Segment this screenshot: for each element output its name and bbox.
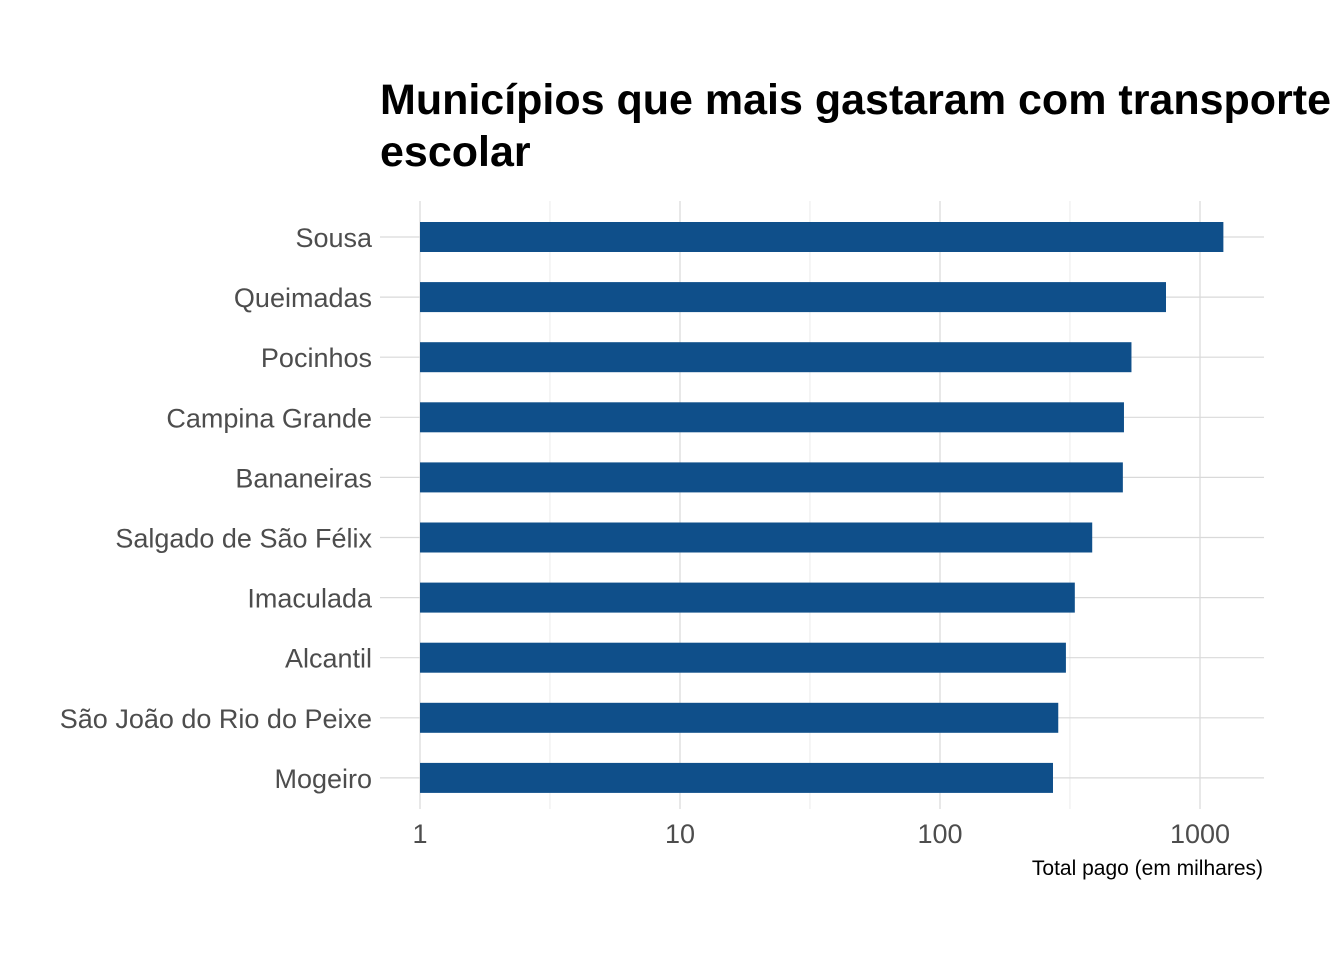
category-label: Pocinhos: [261, 343, 372, 373]
category-label: Sousa: [295, 223, 373, 253]
category-label: Bananeiras: [235, 463, 372, 493]
chart-title-line: escolar: [380, 128, 531, 176]
x-tick-label: 100: [917, 819, 962, 849]
x-tick-label: 10: [665, 819, 695, 849]
bar: [420, 222, 1223, 252]
category-label: Imaculada: [247, 584, 373, 614]
category-label: São João do Rio do Peixe: [60, 704, 372, 734]
bar: [420, 703, 1058, 733]
category-label: Mogeiro: [274, 764, 372, 794]
bar: [420, 583, 1075, 613]
x-axis-title: Total pago (em milhares): [1032, 857, 1263, 880]
category-label: Queimadas: [234, 283, 372, 313]
chart-title: Municípios que mais gastaram com transpo…: [380, 76, 1331, 176]
x-tick-label: 1: [412, 819, 427, 849]
bar: [420, 763, 1053, 793]
bars: [420, 222, 1223, 793]
x-tick-label: 1000: [1170, 819, 1230, 849]
bar: [420, 282, 1166, 312]
bar: [420, 462, 1123, 492]
x-axis: 1 10 100 1000: [412, 819, 1230, 849]
bar: [420, 643, 1066, 673]
category-label: Salgado de São Félix: [115, 524, 372, 554]
category-label: Alcantil: [285, 644, 372, 674]
chart-title-line: Municípios que mais gastaram com transpo…: [380, 76, 1331, 124]
bar: [420, 342, 1131, 372]
bar: [420, 402, 1124, 432]
category-label: Campina Grande: [166, 403, 372, 433]
category-labels: Sousa Queimadas Pocinhos Campina Grande Bana…: [60, 223, 373, 794]
bar: [420, 523, 1092, 553]
